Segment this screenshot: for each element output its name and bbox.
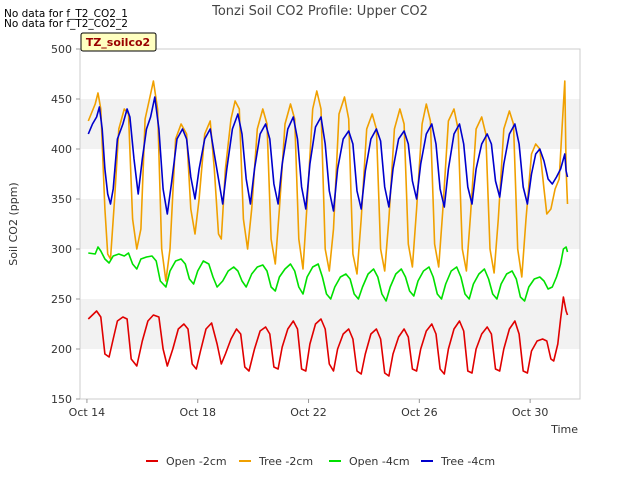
- legend: Open -2cm Tree -2cm Open -4cm Tree -4cm: [146, 455, 495, 468]
- y-axis-ticks: 150 200 250 300 350 400 450 500: [51, 43, 80, 406]
- grid-band: [80, 99, 580, 149]
- legend-label-open-2cm: Open -2cm: [166, 455, 227, 468]
- site-badge-label: TZ_soilco2: [86, 36, 150, 49]
- series-line-tree-2cm: [87, 80, 569, 282]
- grid-bands: [80, 99, 580, 349]
- series-line-open-4cm: [88, 246, 569, 302]
- no-data-note-2: No data for f_T2_CO2_2: [4, 18, 128, 30]
- y-tick-label: 300: [51, 243, 72, 256]
- grid-band: [80, 199, 580, 249]
- x-tick-label: Oct 18: [179, 406, 216, 419]
- series-line-open-2cm: [87, 296, 569, 377]
- legend-label-tree-4cm: Tree -4cm: [440, 455, 495, 468]
- y-tick-label: 200: [51, 343, 72, 356]
- y-tick-label: 250: [51, 293, 72, 306]
- grid-band: [80, 299, 580, 349]
- y-tick-label: 150: [51, 393, 72, 406]
- site-badge: TZ_soilco2: [80, 32, 157, 52]
- y-tick-label: 450: [51, 93, 72, 106]
- x-tick-label: Oct 14: [69, 406, 106, 419]
- y-axis-label: Soil CO2 (ppm): [7, 182, 20, 265]
- legend-label-tree-2cm: Tree -2cm: [258, 455, 313, 468]
- y-tick-label: 400: [51, 143, 72, 156]
- y-tick-label: 500: [51, 43, 72, 56]
- x-axis-label: Time: [550, 423, 578, 436]
- x-tick-label: Oct 30: [512, 406, 549, 419]
- legend-label-open-4cm: Open -4cm: [349, 455, 410, 468]
- series-lines: [87, 80, 569, 377]
- y-tick-label: 350: [51, 193, 72, 206]
- x-axis-ticks: Oct 14 Oct 18 Oct 22 Oct 26 Oct 30: [69, 399, 549, 419]
- x-tick-label: Oct 26: [401, 406, 438, 419]
- plot-frame: [79, 48, 581, 400]
- series-line-tree-4cm: [87, 96, 569, 215]
- no-data-note-1: No data for f_T2_CO2_1: [4, 8, 128, 20]
- chart-title: Tonzi Soil CO2 Profile: Upper CO2: [211, 4, 428, 19]
- x-tick-label: Oct 22: [290, 406, 327, 419]
